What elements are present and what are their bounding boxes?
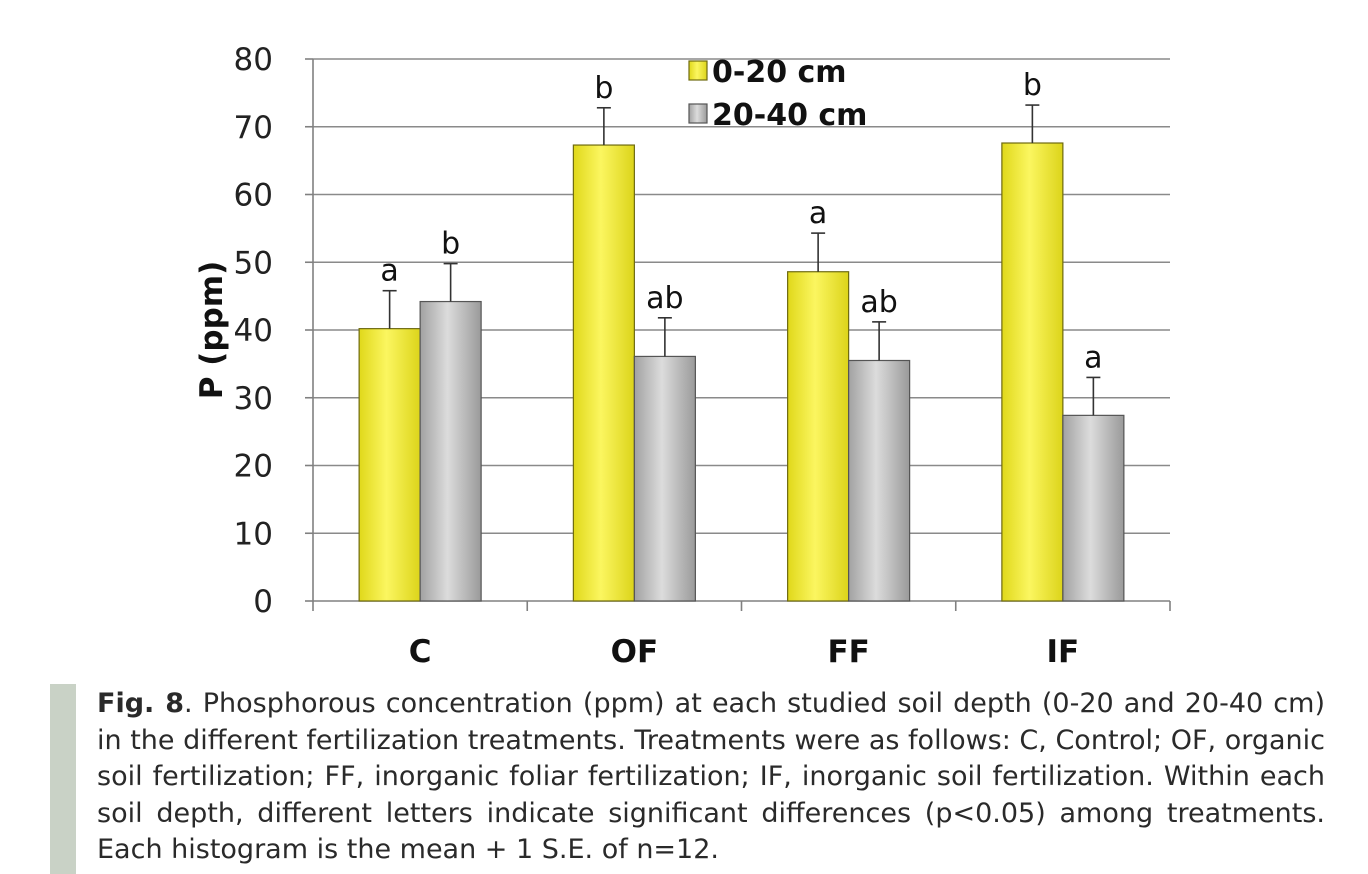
x-tick-label: C [409,634,432,670]
significance-letter: a [380,254,398,289]
significance-letter: a [1084,340,1102,375]
y-tick-label: 40 [234,313,273,349]
y-tick-label: 20 [234,449,273,485]
bar-depth-20-40 [633,355,696,602]
y-axis-title: P (ppm) [194,261,230,400]
significance-letter: a [809,196,827,231]
y-tick-label: 80 [234,42,273,78]
y-tick-label: 50 [234,245,273,281]
bar-depth-0-20 [787,271,850,602]
legend-label: 0-20 cm [712,55,847,90]
significance-letter: ab [860,285,897,320]
significance-letter: b [441,227,460,262]
x-tick-label: FF [827,634,869,670]
bar-depth-20-40 [1062,414,1125,602]
significance-letter: b [594,71,613,106]
caption-label: Fig. 8 [97,688,185,719]
legend-swatch [688,60,708,81]
y-tick-label: 70 [234,110,273,146]
significance-letter: ab [646,281,683,316]
x-tick-label: OF [611,634,659,670]
legend-swatch [688,103,708,124]
caption-accent-bar [50,684,76,874]
y-tick-label: 60 [234,178,273,214]
y-tick-label: 10 [234,516,273,552]
x-tick-label: IF [1047,634,1080,670]
y-tick-label: 0 [253,584,273,620]
bar-depth-0-20 [1001,142,1064,602]
bar-depth-0-20 [358,328,421,602]
y-tick-label: 30 [234,381,273,417]
significance-letter: b [1023,68,1042,103]
figure-caption: Fig. 8. Phosphorous concentration (ppm) … [97,686,1325,869]
caption-text: . Phosphorous concentration (ppm) at eac… [97,688,1325,865]
bar-depth-20-40 [848,359,911,602]
bar-depth-0-20 [572,144,635,602]
bar-depth-20-40 [419,300,482,602]
legend-label: 20-40 cm [712,98,867,133]
